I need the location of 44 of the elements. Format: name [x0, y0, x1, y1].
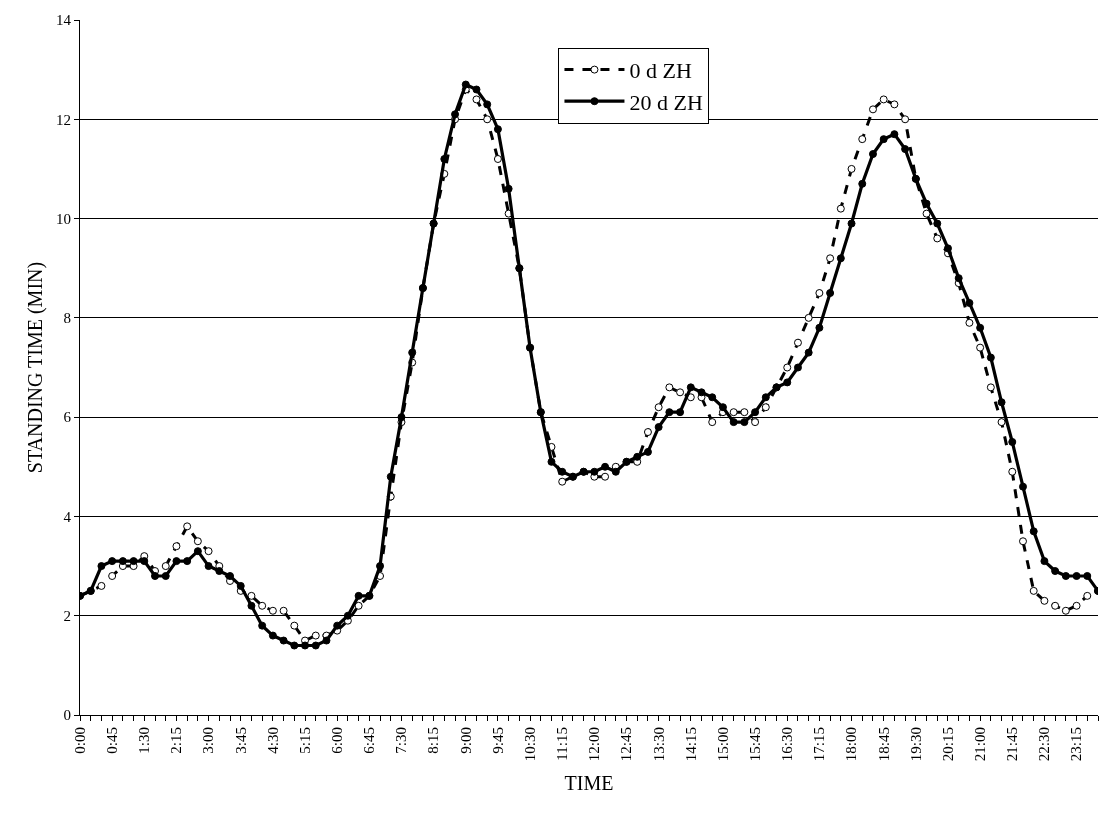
x-tick-label: 6:45: [361, 727, 378, 754]
y-tick-label: 4: [63, 508, 72, 525]
x-tick-label: 3:00: [200, 727, 217, 754]
x-tick-label: 8:15: [425, 727, 442, 754]
x-tick-label: 0:00: [71, 727, 88, 754]
x-tick-label: 3:45: [232, 727, 249, 754]
x-tick-label: 12:00: [586, 727, 603, 762]
x-tick-label: 15:45: [746, 727, 763, 762]
x-tick-label: 9:00: [457, 727, 474, 754]
x-tick-label: 2:15: [168, 727, 185, 754]
x-tick-label: 13:30: [650, 727, 667, 762]
x-tick-label: 18:45: [875, 727, 892, 762]
x-tick-label: 11:15: [554, 727, 571, 761]
x-tick-label: 12:45: [618, 727, 635, 762]
y-tick-label: 14: [56, 12, 72, 29]
x-tick-label: 5:15: [296, 727, 313, 754]
x-tick-label: 19:30: [907, 727, 924, 762]
legend-label: 0 d ZH: [629, 58, 692, 84]
x-tick-label: 0:45: [104, 727, 121, 754]
x-tick-label: 23:15: [1068, 727, 1085, 762]
y-tick-label: 10: [56, 210, 71, 227]
x-tick-label: 1:30: [136, 727, 153, 754]
y-tick-label: 0: [63, 707, 71, 724]
x-axis-title: TIME: [564, 771, 614, 794]
y-tick-label: 8: [63, 310, 71, 327]
x-tick-label: 9:45: [489, 727, 506, 754]
x-tick-label: 18:00: [843, 727, 860, 762]
x-tick-label: 7:30: [393, 727, 410, 754]
x-tick-label: 20:15: [939, 727, 956, 762]
x-tick-label: 21:00: [972, 727, 989, 762]
x-tick-label: 6:00: [329, 727, 346, 754]
x-tick-label: 17:15: [811, 727, 828, 762]
y-tick-label: 12: [56, 111, 71, 128]
x-tick-label: 14:15: [682, 727, 699, 762]
x-tick-label: 10:30: [521, 727, 538, 762]
x-tick-label: 16:30: [779, 727, 796, 762]
x-tick-label: 22:30: [1036, 727, 1053, 762]
x-tick-label: 21:45: [1004, 727, 1021, 762]
x-tick-label: 4:30: [264, 727, 281, 754]
x-tick-label: 15:00: [714, 727, 731, 762]
y-axis-title: STANDING TIME (MIN): [23, 261, 47, 474]
y-tick-label: 2: [63, 607, 71, 624]
y-tick-label: 6: [63, 409, 72, 426]
legend-label: 20 d ZH: [629, 89, 703, 115]
